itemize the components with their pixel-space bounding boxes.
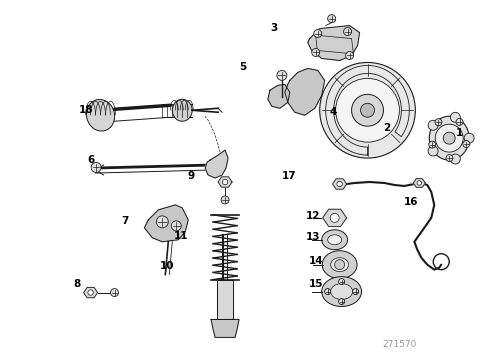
- Circle shape: [456, 118, 463, 125]
- Circle shape: [172, 221, 181, 231]
- Circle shape: [450, 154, 460, 164]
- Text: 14: 14: [309, 256, 323, 266]
- Polygon shape: [145, 205, 188, 242]
- Circle shape: [429, 141, 436, 148]
- Text: 3: 3: [270, 23, 278, 33]
- Polygon shape: [268, 84, 290, 108]
- Polygon shape: [218, 177, 232, 187]
- Text: 271570: 271570: [382, 340, 416, 349]
- Circle shape: [428, 120, 438, 130]
- Ellipse shape: [322, 276, 362, 306]
- Circle shape: [339, 279, 344, 285]
- Circle shape: [352, 94, 384, 126]
- Circle shape: [417, 181, 421, 185]
- Circle shape: [335, 260, 344, 270]
- Circle shape: [353, 289, 359, 294]
- Text: 17: 17: [282, 171, 296, 181]
- Text: 16: 16: [404, 197, 418, 207]
- Text: 2: 2: [383, 123, 390, 133]
- Ellipse shape: [172, 99, 192, 121]
- Text: 18: 18: [79, 105, 94, 115]
- Circle shape: [435, 119, 442, 126]
- Text: 15: 15: [309, 279, 323, 289]
- Circle shape: [463, 140, 470, 148]
- Polygon shape: [205, 150, 228, 178]
- Polygon shape: [333, 179, 346, 189]
- Text: 13: 13: [306, 232, 320, 242]
- Text: 9: 9: [188, 171, 195, 181]
- Text: 4: 4: [329, 107, 337, 117]
- Circle shape: [221, 196, 229, 204]
- Ellipse shape: [322, 230, 347, 250]
- Circle shape: [222, 179, 228, 185]
- Circle shape: [277, 71, 287, 80]
- Polygon shape: [414, 179, 425, 187]
- Polygon shape: [217, 280, 233, 319]
- Circle shape: [337, 181, 343, 187]
- Text: 7: 7: [122, 216, 129, 226]
- Circle shape: [156, 216, 168, 228]
- Circle shape: [464, 133, 474, 143]
- Ellipse shape: [328, 235, 342, 245]
- Circle shape: [339, 298, 344, 305]
- Ellipse shape: [86, 99, 115, 131]
- Circle shape: [446, 154, 453, 162]
- Circle shape: [345, 51, 354, 59]
- Circle shape: [328, 15, 336, 23]
- Ellipse shape: [331, 284, 353, 300]
- Circle shape: [330, 213, 339, 222]
- Circle shape: [336, 78, 399, 142]
- Text: 8: 8: [73, 279, 80, 289]
- Ellipse shape: [429, 116, 469, 160]
- Circle shape: [312, 49, 319, 57]
- Polygon shape: [285, 68, 325, 115]
- Polygon shape: [323, 209, 346, 226]
- Polygon shape: [326, 66, 409, 155]
- Circle shape: [91, 162, 101, 172]
- Circle shape: [443, 132, 455, 144]
- Text: 10: 10: [160, 261, 174, 271]
- Polygon shape: [308, 26, 360, 60]
- Text: 6: 6: [88, 155, 95, 165]
- Ellipse shape: [322, 251, 357, 279]
- Circle shape: [435, 124, 463, 152]
- Ellipse shape: [331, 258, 348, 272]
- Circle shape: [450, 112, 460, 122]
- Circle shape: [319, 62, 416, 158]
- Text: 11: 11: [173, 231, 188, 240]
- Text: 5: 5: [239, 62, 246, 72]
- Circle shape: [325, 289, 331, 294]
- Circle shape: [428, 146, 438, 156]
- Circle shape: [88, 290, 93, 295]
- Circle shape: [343, 28, 352, 36]
- Circle shape: [111, 289, 119, 297]
- Text: 12: 12: [306, 211, 320, 221]
- Circle shape: [361, 103, 374, 117]
- Text: 1: 1: [456, 129, 464, 138]
- Polygon shape: [211, 319, 239, 337]
- Circle shape: [314, 30, 322, 37]
- Polygon shape: [84, 287, 98, 298]
